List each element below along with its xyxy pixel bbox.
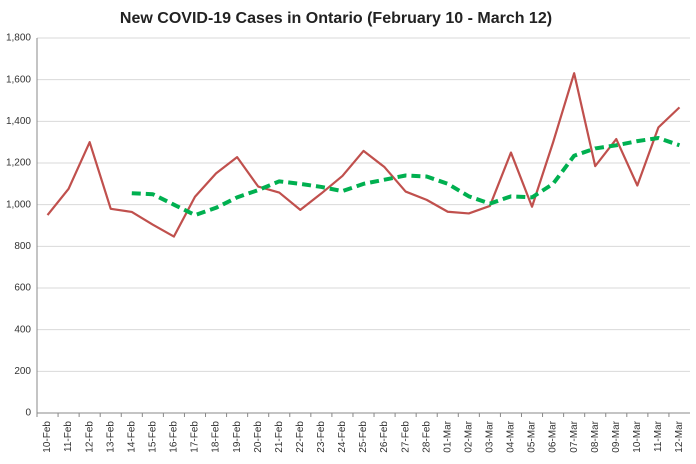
x-tick-label: 26-Feb — [379, 421, 390, 453]
y-tick-label: 1,400 — [6, 116, 31, 127]
x-tick-label: 12-Feb — [84, 421, 95, 453]
x-tick-label: 24-Feb — [337, 421, 348, 453]
x-tick-label: 11-Feb — [63, 421, 74, 452]
x-tick-label: 09-Mar — [611, 420, 622, 452]
x-tick-label: 05-Mar — [527, 420, 538, 452]
x-tick-label: 23-Feb — [316, 421, 327, 453]
x-tick-label: 22-Feb — [295, 421, 306, 453]
y-tick-label: 400 — [14, 324, 31, 335]
y-tick-label: 1,600 — [6, 74, 31, 85]
x-tick-label: 13-Feb — [105, 421, 116, 453]
x-tick-label: 27-Feb — [400, 421, 411, 453]
x-tick-label: 15-Feb — [147, 421, 158, 453]
y-tick-label: 1,000 — [6, 199, 31, 210]
y-tick-label: 200 — [14, 366, 31, 377]
x-tick-label: 17-Feb — [190, 421, 201, 453]
x-tick-label: 19-Feb — [232, 421, 243, 453]
series-line — [131, 136, 681, 218]
x-tick-label: 16-Feb — [169, 421, 180, 453]
x-tick-label: 14-Feb — [126, 421, 137, 453]
x-tick-label: 03-Mar — [485, 420, 496, 452]
y-tick-label: 600 — [14, 283, 31, 294]
x-tick-label: 01-Mar — [442, 420, 453, 452]
x-tick-label: 18-Feb — [211, 421, 222, 453]
x-tick-label: 21-Feb — [274, 421, 285, 453]
x-tick-label: 25-Feb — [358, 421, 369, 453]
x-tick-label: 12-Mar — [674, 420, 685, 452]
chart-title: New COVID-19 Cases in Ontario (February … — [120, 10, 552, 27]
series-line — [46, 72, 681, 238]
x-tick-label: 08-Mar — [590, 420, 601, 452]
x-tick-label: 20-Feb — [253, 421, 264, 453]
x-tick-label: 02-Mar — [463, 420, 474, 452]
x-tick-label: 10-Feb — [42, 421, 53, 453]
x-tick-label: 07-Mar — [569, 420, 580, 452]
y-tick-label: 800 — [14, 241, 31, 252]
y-tick-label: 1,800 — [6, 33, 31, 44]
x-tick-label: 11-Mar — [653, 420, 664, 452]
x-tick-label: 10-Mar — [632, 420, 643, 452]
x-tick-label: 06-Mar — [548, 420, 559, 452]
x-tick-label: 28-Feb — [421, 421, 432, 453]
y-tick-label: 1,200 — [6, 158, 31, 169]
y-tick-label: 0 — [25, 408, 31, 419]
x-tick-label: 04-Mar — [506, 420, 517, 452]
